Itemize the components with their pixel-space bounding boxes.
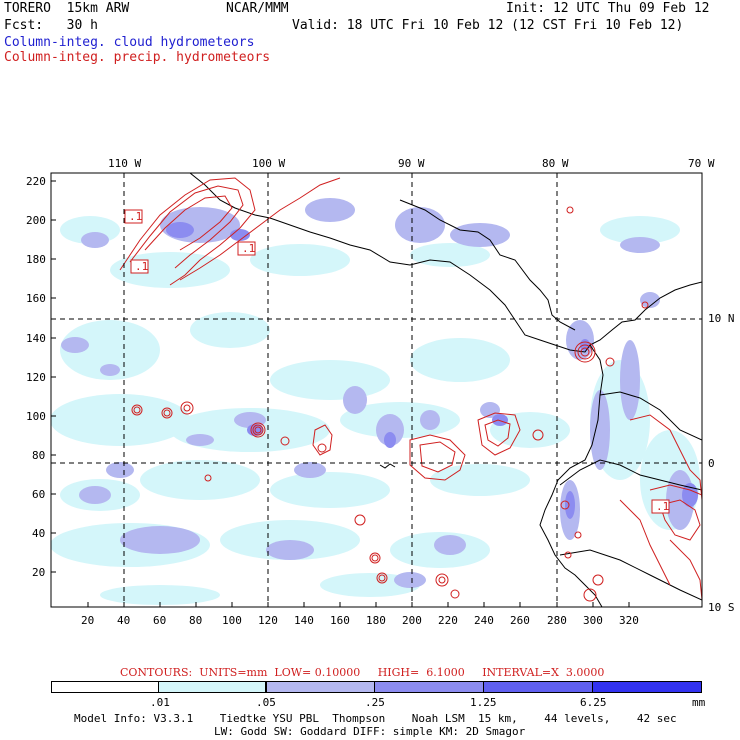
cloud-field — [51, 198, 700, 605]
y-tick-label: 140 — [26, 332, 46, 345]
lat-lon-grid — [51, 173, 702, 607]
x-tick-label: 40 — [117, 614, 131, 627]
lon-label-100w: 100 W — [252, 157, 286, 170]
colorbar-segment — [158, 681, 266, 693]
colorbar-label: .25 — [365, 696, 385, 709]
colorbar-units: mm — [692, 696, 706, 709]
lon-label-90w: 90 W — [398, 157, 425, 170]
colorbar-segment — [483, 681, 593, 693]
init-time: Init: 12 UTC Thu 09 Feb 12 — [506, 1, 710, 16]
colorbar-label: 6.25 — [580, 696, 607, 709]
model-title: TORERO 15km ARW — [4, 1, 130, 16]
lat-label-10n: 10 N — [708, 312, 735, 325]
y-tick-label: 120 — [26, 371, 46, 384]
lat-label-10s: 10 S — [708, 601, 735, 614]
colorbar-label: .01 — [150, 696, 170, 709]
colorbar-segment — [592, 681, 702, 693]
colorbar-label: 1.25 — [470, 696, 497, 709]
field-cloud-label: Column-integ. cloud hydrometeors — [4, 35, 255, 50]
contour-label: .1 — [135, 260, 149, 273]
precip-contours — [119, 177, 702, 602]
lon-label-70w: 70 W — [688, 157, 715, 170]
colorbar-segment — [374, 681, 484, 693]
model-info: Model Info: V3.3.1 Tiedtke YSU PBL Thomp… — [74, 712, 677, 725]
lat-label-0: 0 — [708, 457, 715, 470]
colorbar-segment — [266, 681, 375, 693]
contour-label: .1 — [242, 242, 256, 255]
y-tick-label: 200 — [26, 214, 46, 227]
x-tick-label: 300 — [583, 614, 603, 627]
valid-time: Valid: 18 UTC Fri 10 Feb 12 (12 CST Fri … — [292, 18, 684, 33]
contour-label: .1 — [129, 210, 143, 223]
colorbar-segment — [51, 681, 159, 693]
y-tick-label: 60 — [32, 488, 46, 501]
lon-label-80w: 80 W — [542, 157, 569, 170]
coastline — [189, 173, 702, 607]
contour-info: CONTOURS: UNITS=mm LOW= 0.10000 HIGH= 6.… — [120, 666, 605, 679]
axis-ticks — [51, 180, 630, 607]
contour-label: .1 — [656, 500, 670, 513]
y-tick-label: 160 — [26, 292, 46, 305]
model-physics: LW: Godd SW: Goddard DIFF: simple KM: 2D… — [214, 725, 526, 738]
y-tick-label: 80 — [32, 449, 46, 462]
field-precip-label: Column-integ. precip. hydrometeors — [4, 50, 271, 65]
x-tick-label: 200 — [402, 614, 422, 627]
y-tick-label: 100 — [26, 410, 46, 423]
x-tick-label: 320 — [619, 614, 639, 627]
center-name: NCAR/MMM — [226, 1, 289, 16]
x-tick-label: 80 — [189, 614, 203, 627]
x-tick-label: 260 — [510, 614, 530, 627]
x-tick-label: 120 — [258, 614, 278, 627]
x-tick-label: 240 — [474, 614, 494, 627]
y-tick-label: 20 — [32, 566, 46, 579]
x-tick-label: 180 — [366, 614, 386, 627]
y-tick-label: 40 — [32, 527, 46, 540]
y-tick-label: 180 — [26, 253, 46, 266]
x-tick-label: 280 — [547, 614, 567, 627]
x-tick-label: 20 — [81, 614, 95, 627]
x-tick-label: 100 — [222, 614, 242, 627]
lon-label-110w: 110 W — [108, 157, 142, 170]
x-tick-label: 160 — [330, 614, 350, 627]
colorbar-label: .05 — [256, 696, 276, 709]
x-tick-label: 140 — [294, 614, 314, 627]
x-tick-label: 60 — [153, 614, 167, 627]
y-tick-label: 220 — [26, 175, 46, 188]
x-tick-label: 220 — [438, 614, 458, 627]
forecast-hour: Fcst: 30 h — [4, 18, 98, 33]
contour-label-boxes — [124, 209, 670, 514]
